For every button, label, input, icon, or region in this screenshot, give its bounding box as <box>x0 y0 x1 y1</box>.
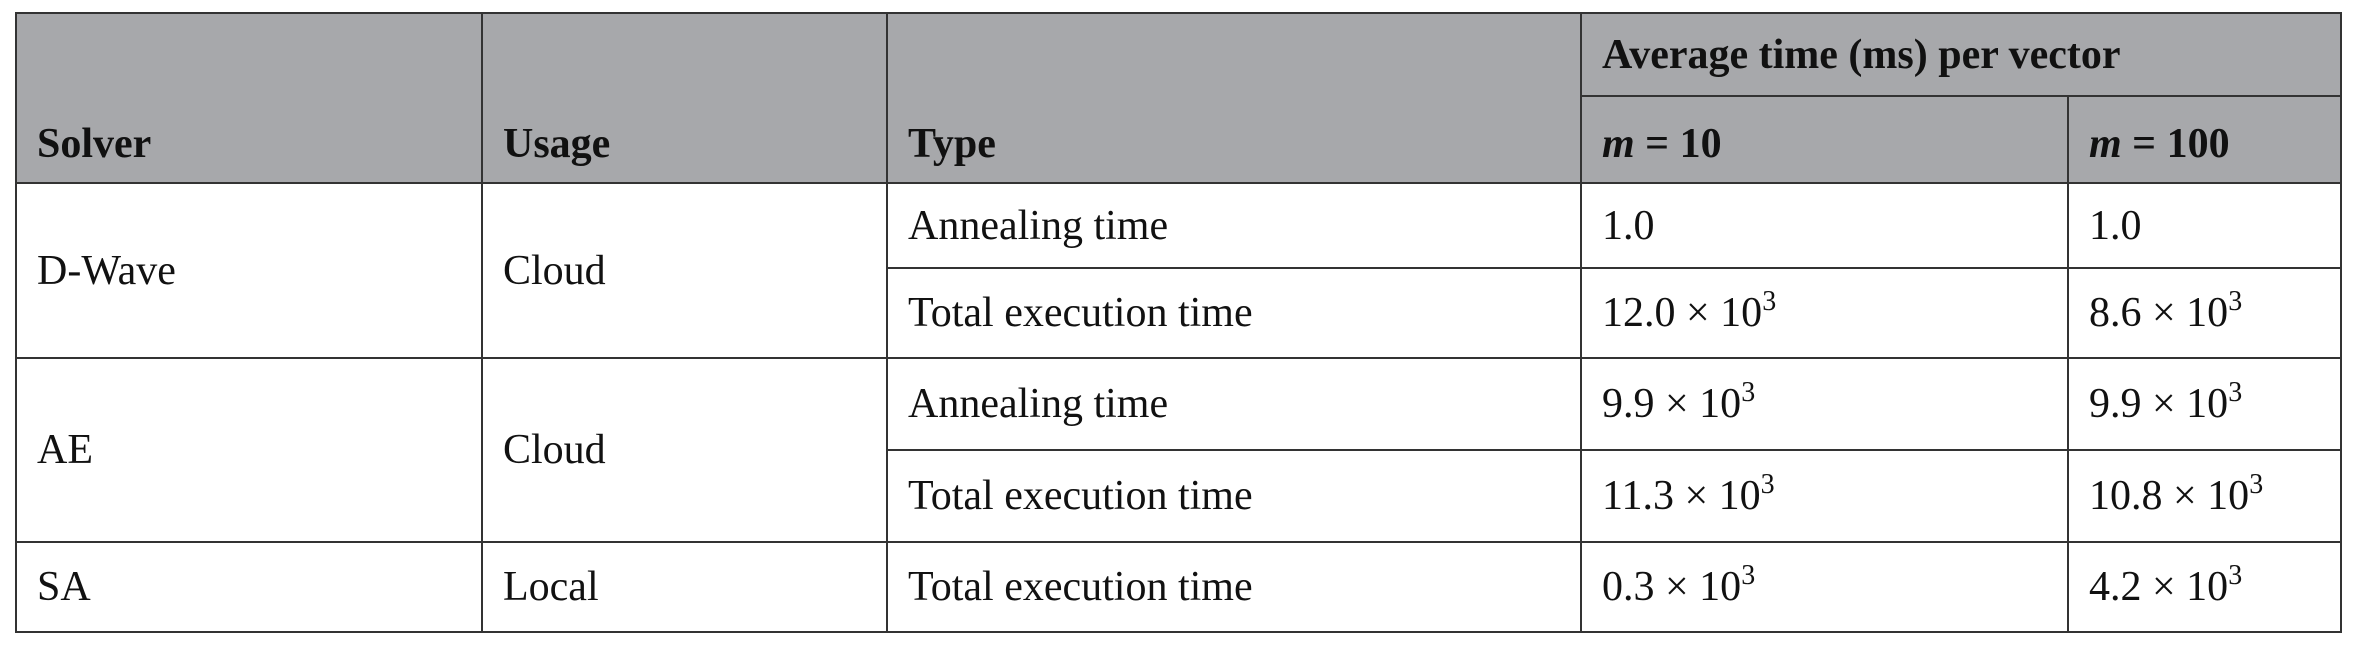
results-table: Solver Usage Type Average time (ms) per … <box>15 12 2342 633</box>
value-base: 8.6 × 10 <box>2089 290 2229 336</box>
header-cell: m = 10 <box>1580 95 2069 184</box>
value-cell: 12.0 × 103 <box>1580 267 2069 359</box>
value-base: 1.0 <box>2089 202 2142 249</box>
math-var: m <box>1602 121 1635 167</box>
value-base: 12.0 × 10 <box>1602 290 1763 336</box>
value-cell: 4.2 × 103 <box>2067 541 2342 633</box>
type-cell: Total execution time <box>886 267 1582 359</box>
solver-cell: AE <box>15 357 483 543</box>
usage-cell: Local <box>481 541 888 633</box>
usage-cell: Cloud <box>481 182 888 359</box>
math-rest: = 100 <box>2132 121 2230 167</box>
math-var: m <box>2089 121 2122 167</box>
value-base: 1.0 <box>1602 202 1655 249</box>
usage-cell: Cloud <box>481 357 888 543</box>
value-base: 11.3 × 10 <box>1602 473 1761 519</box>
value-exponent: 3 <box>2228 286 2243 317</box>
value-exponent: 3 <box>1741 560 1756 591</box>
header-row: Solver Usage Type Average time (ms) per … <box>15 12 2342 184</box>
value-base: 9.9 × 10 <box>2089 381 2229 427</box>
header-row: m = 10 m = 100 <box>16 95 2342 184</box>
solver-cell: D-Wave <box>15 182 483 359</box>
value-cell: 11.3 × 103 <box>1580 449 2069 543</box>
value-cell: 0.3 × 103 <box>1580 541 2069 633</box>
value-base: 9.9 × 10 <box>1602 381 1742 427</box>
table-row: Total execution time 11.3 × 103 10.8 × 103 <box>16 449 2342 543</box>
value-exponent: 3 <box>1741 377 1756 408</box>
value-exponent: 3 <box>2228 377 2243 408</box>
table-row: AE Cloud Annealing time 9.9 × 103 9.9 × 103 <box>15 357 2342 543</box>
value-exponent: 3 <box>1760 469 1775 500</box>
table-body: D-Wave Cloud Annealing time 1.0 1.0 Total exe… <box>15 182 2342 633</box>
value-base: 4.2 × 10 <box>2089 564 2229 610</box>
table-row: Total execution time 12.0 × 103 8.6 × 103 <box>16 267 2342 359</box>
value-cell: 9.9 × 103 <box>1580 357 2069 451</box>
value-exponent: 3 <box>2249 469 2264 500</box>
value-exponent: 3 <box>1762 286 1777 317</box>
value-cell: 9.9 × 103 <box>2067 357 2342 451</box>
math-rest: = 10 <box>1645 121 1722 167</box>
header-cell: Type <box>886 12 1582 184</box>
header-cell: Usage <box>481 12 888 184</box>
value-cell: 1.0 <box>1580 182 2069 269</box>
type-cell: Annealing time <box>886 182 1582 269</box>
solver-cell: SA <box>15 541 483 633</box>
value-base: 10.8 × 10 <box>2089 473 2250 519</box>
header-cell: Solver <box>15 12 483 184</box>
value-cell: 10.8 × 103 <box>2067 449 2342 543</box>
value-cell: 8.6 × 103 <box>2067 267 2342 359</box>
type-cell: Total execution time <box>886 541 1582 633</box>
value-cell: 1.0 <box>2067 182 2342 269</box>
type-cell: Total execution time <box>886 449 1582 543</box>
header-group: Average time (ms) per vector <box>1580 12 2342 97</box>
value-base: 0.3 × 10 <box>1602 564 1742 610</box>
type-cell: Annealing time <box>886 357 1582 451</box>
table-row: SA Local Total execution time 0.3 × 103 4.2 … <box>15 541 2342 633</box>
table-row: D-Wave Cloud Annealing time 1.0 1.0 <box>15 182 2342 359</box>
header-cell: m = 100 <box>2067 95 2342 184</box>
value-exponent: 3 <box>2228 560 2243 591</box>
